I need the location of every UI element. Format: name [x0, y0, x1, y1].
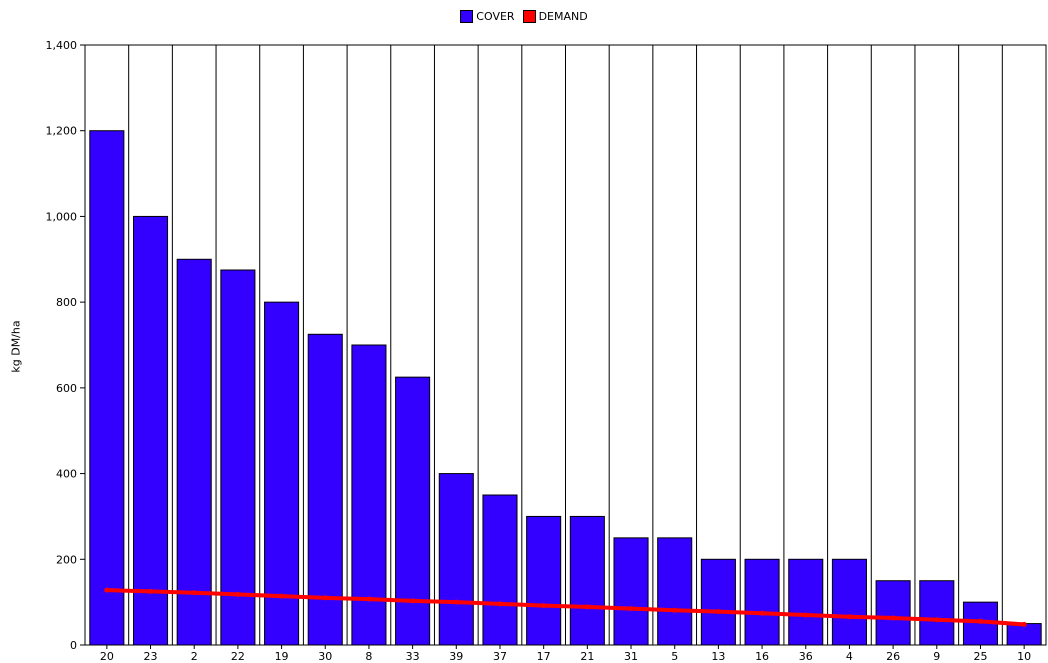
x-tick-label: 36	[799, 650, 813, 663]
legend-item-cover: COVER	[460, 10, 515, 23]
legend: COVER DEMAND	[0, 10, 1048, 23]
y-tick-label: 400	[56, 468, 77, 481]
x-tick-label: 9	[933, 650, 940, 663]
legend-label-demand: DEMAND	[538, 10, 588, 23]
x-tick-label: 25	[973, 650, 987, 663]
point-demand	[890, 615, 896, 621]
bar-cover	[264, 301, 300, 646]
x-tick-label: 10	[1017, 650, 1031, 663]
x-tick-label: 5	[671, 650, 678, 663]
x-tick-label: 8	[365, 650, 372, 663]
bar-cover	[351, 344, 387, 646]
point-demand	[148, 588, 154, 594]
x-tick-label: 33	[406, 650, 420, 663]
bar-cover	[700, 558, 736, 646]
series-line-demand	[104, 588, 1027, 627]
bar-cover	[788, 558, 824, 646]
point-demand	[235, 591, 241, 597]
x-tick-label: 21	[580, 650, 594, 663]
x-tick-label: 37	[493, 650, 507, 663]
x-tick-label: 26	[886, 650, 900, 663]
point-demand	[279, 593, 285, 599]
bar-cover	[438, 473, 474, 646]
point-demand	[803, 612, 809, 618]
bar-cover	[875, 580, 911, 646]
legend-swatch-cover	[460, 10, 474, 23]
bar-cover	[395, 376, 431, 646]
point-demand	[453, 599, 459, 605]
point-demand	[104, 587, 110, 593]
y-tick-label: 0	[70, 639, 77, 652]
bar-cover	[89, 130, 125, 646]
point-demand	[497, 601, 503, 607]
point-demand	[191, 590, 197, 596]
point-demand	[934, 617, 940, 623]
bar-cover	[831, 558, 867, 646]
legend-swatch-demand	[522, 10, 536, 23]
x-tick-label: 22	[231, 650, 245, 663]
y-tick-label: 1,200	[46, 125, 78, 138]
legend-item-demand: DEMAND	[522, 10, 588, 23]
x-tick-label: 16	[755, 650, 769, 663]
point-demand	[584, 604, 590, 610]
bar-cover	[613, 537, 649, 646]
point-demand	[541, 603, 547, 609]
bar-cover	[220, 269, 256, 646]
x-tick-label: 17	[537, 650, 551, 663]
y-tick-label: 1,000	[46, 210, 78, 223]
point-demand	[1021, 621, 1027, 627]
bar-cover	[919, 580, 955, 646]
bar-cover	[482, 494, 518, 646]
point-demand	[846, 614, 852, 620]
point-demand	[672, 607, 678, 613]
bar-cover	[176, 258, 212, 646]
y-tick-label: 600	[56, 382, 77, 395]
x-tick-label: 23	[144, 650, 158, 663]
bar-cover	[657, 537, 693, 646]
point-demand	[410, 598, 416, 604]
bar-cover	[744, 558, 780, 646]
x-tick-label: 19	[275, 650, 289, 663]
y-tick-label: 1,400	[46, 39, 78, 52]
x-tick-label: 4	[846, 650, 853, 663]
x-tick-label: 31	[624, 650, 638, 663]
point-demand	[715, 609, 721, 615]
bar-cover	[526, 515, 562, 646]
point-demand	[628, 606, 634, 612]
x-tick-label: 13	[711, 650, 725, 663]
point-demand	[759, 610, 765, 616]
bar-cover	[132, 215, 169, 646]
y-tick-label: 200	[56, 553, 77, 566]
x-tick-label: 30	[318, 650, 332, 663]
y-tick-label: 800	[56, 296, 77, 309]
bar-cover	[569, 515, 605, 646]
point-demand	[322, 595, 328, 601]
x-tick-label: 20	[100, 650, 114, 663]
point-demand	[366, 596, 372, 602]
x-tick-label: 2	[191, 650, 198, 663]
x-tick-label: 39	[449, 650, 463, 663]
point-demand	[977, 618, 983, 624]
legend-label-cover: COVER	[476, 10, 515, 23]
